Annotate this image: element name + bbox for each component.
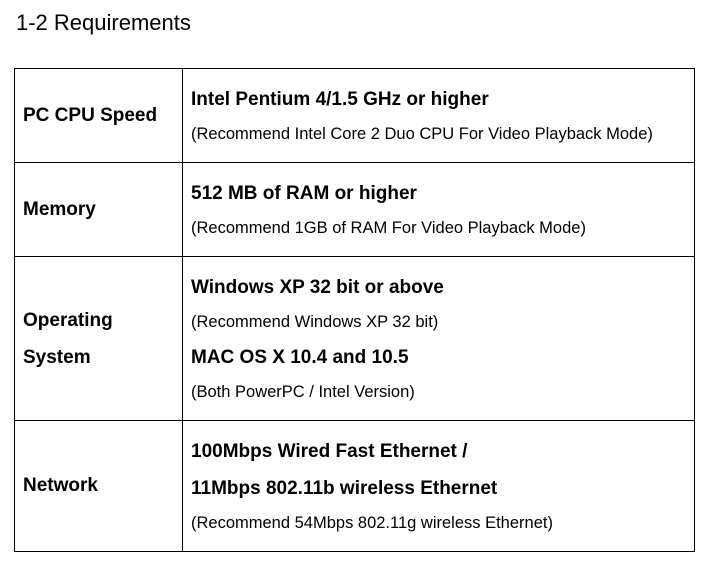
row-value: 100Mbps Wired Fast Ethernet / 11Mbps 802… — [183, 420, 695, 551]
table-row: Operating System Windows XP 32 bit or ab… — [15, 257, 695, 420]
requirements-table: PC CPU Speed Intel Pentium 4/1.5 GHz or … — [14, 68, 695, 552]
row-value: Intel Pentium 4/1.5 GHz or higher (Recom… — [183, 69, 695, 163]
row-label: Memory — [15, 163, 183, 257]
row-value: 512 MB of RAM or higher (Recommend 1GB o… — [183, 163, 695, 257]
value-main: Intel Pentium 4/1.5 GHz or higher — [191, 81, 686, 118]
value-note: (Both PowerPC / Intel Version) — [191, 376, 686, 408]
value-note: (Recommend 1GB of RAM For Video Playback… — [191, 212, 686, 244]
row-label: Operating System — [15, 257, 183, 420]
value-main: 512 MB of RAM or higher — [191, 175, 686, 212]
value-main: Windows XP 32 bit or above — [191, 269, 686, 306]
value-main: 100Mbps Wired Fast Ethernet / — [191, 433, 686, 470]
value-main: MAC OS X 10.4 and 10.5 — [191, 339, 686, 376]
row-label: PC CPU Speed — [15, 69, 183, 163]
row-value: Windows XP 32 bit or above (Recommend Wi… — [183, 257, 695, 420]
value-note: (Recommend Intel Core 2 Duo CPU For Vide… — [191, 118, 686, 150]
row-label: Network — [15, 420, 183, 551]
value-note: (Recommend Windows XP 32 bit) — [191, 306, 686, 338]
value-note: (Recommend 54Mbps 802.11g wireless Ether… — [191, 507, 686, 539]
value-main: 11Mbps 802.11b wireless Ethernet — [191, 470, 686, 507]
table-row: PC CPU Speed Intel Pentium 4/1.5 GHz or … — [15, 69, 695, 163]
section-heading: 1-2 Requirements — [16, 10, 695, 36]
table-row: Network 100Mbps Wired Fast Ethernet / 11… — [15, 420, 695, 551]
table-row: Memory 512 MB of RAM or higher (Recommen… — [15, 163, 695, 257]
